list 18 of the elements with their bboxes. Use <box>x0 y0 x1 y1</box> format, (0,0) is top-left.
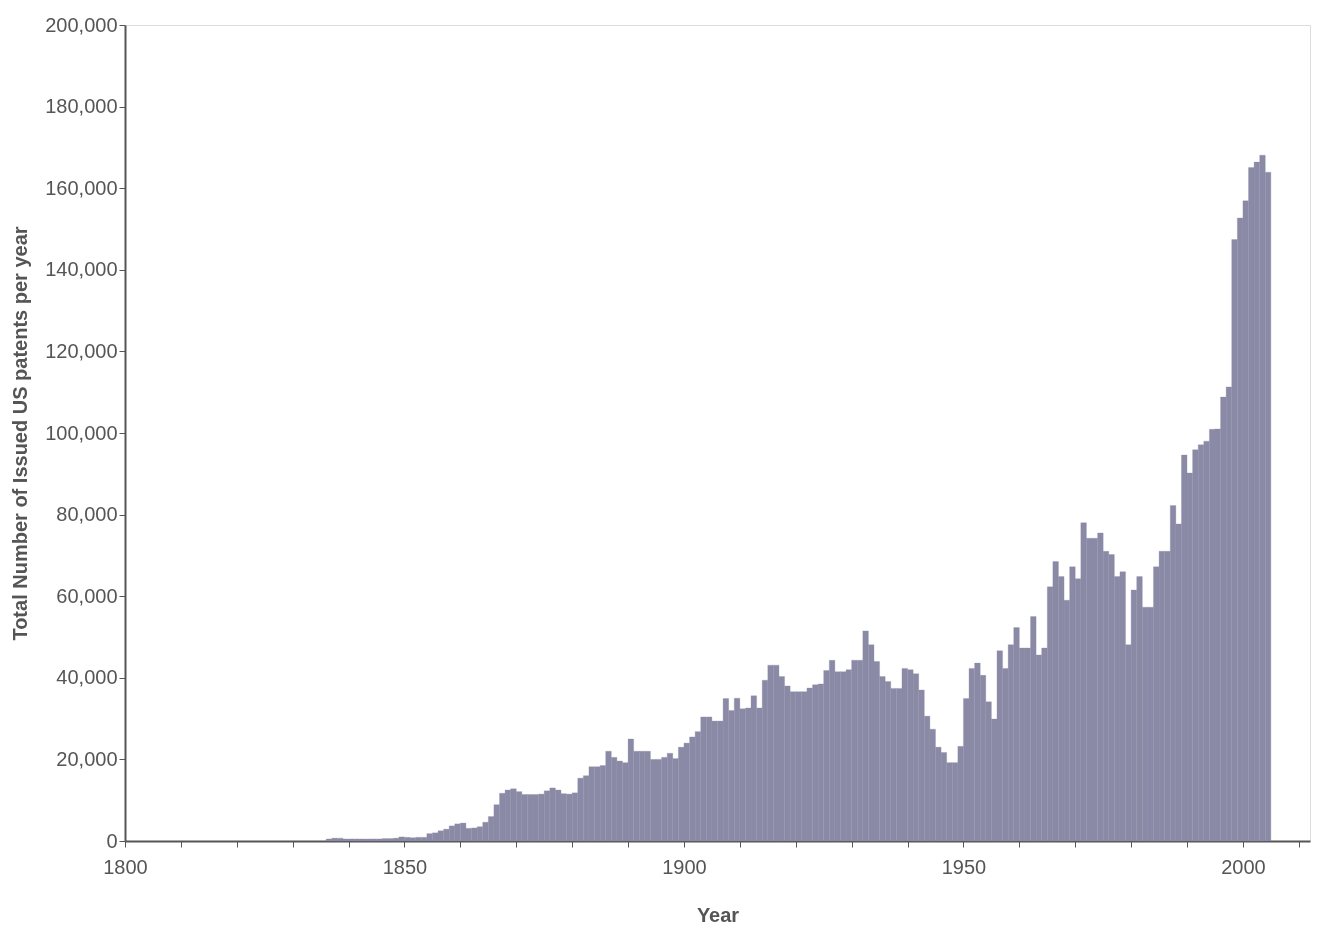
y-tick-label: 0 <box>106 829 118 852</box>
y-tick-label: 140,000 <box>45 258 118 281</box>
y-tick-label: 100,000 <box>45 421 118 444</box>
x-tick-label: 1800 <box>103 855 148 878</box>
y-tick-label: 120,000 <box>45 339 118 362</box>
y-tick-label: 80,000 <box>56 503 118 526</box>
y-tick-label: 20,000 <box>56 747 118 770</box>
y-tick-label: 160,000 <box>45 176 118 199</box>
y-tick-label: 180,000 <box>45 95 118 118</box>
y-tick-label: 200,000 <box>45 13 118 36</box>
y-tick-label: 40,000 <box>56 666 118 689</box>
x-axis-title: Year <box>696 903 740 926</box>
x-tick-label: 1850 <box>382 855 428 878</box>
x-tick-label: 1900 <box>662 855 707 878</box>
y-axis-title: Total Number of Issued US patents per year <box>9 226 32 641</box>
x-tick-label: 1950 <box>941 855 987 878</box>
y-tick-label: 60,000 <box>56 584 118 607</box>
x-tick-label: 2000 <box>1221 855 1266 878</box>
